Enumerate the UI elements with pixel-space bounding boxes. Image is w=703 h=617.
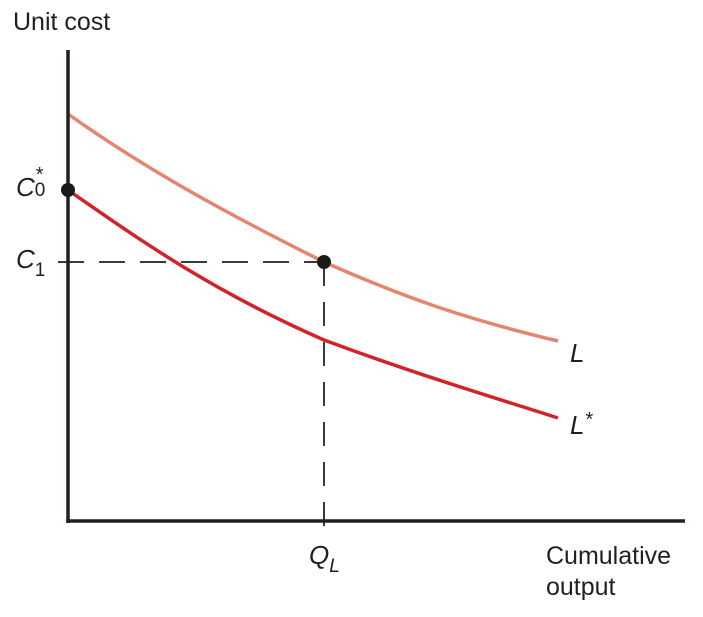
x-axis-label-line2: output [546,573,616,601]
ql-tick-label: QL [309,540,340,577]
curve-l-star-base: L [570,410,585,440]
curve-l-label: L [570,338,585,368]
y-axis-label: Unit cost [13,8,111,36]
c1-base: C [16,244,35,274]
c0-subscript: 0 [34,180,46,201]
curve-l-star-label: L* [570,409,594,441]
ql-c1-marker [317,255,331,269]
c0-superscript: * [35,164,44,186]
c0-base: C [16,172,35,202]
c0-star-marker [61,183,75,197]
c1-tick-label: C1 [16,244,45,281]
x-axis-label-line1: Cumulative [546,542,672,570]
ql-subscript: L [329,556,340,577]
c0-star-tick-label: C * 0 [16,164,51,203]
curve-l-star-superscript: * [585,409,594,431]
ql-base: Q [309,540,330,570]
c1-subscript: 1 [34,260,46,281]
x-axis-label: Cumulative output [546,541,671,603]
curve-l [66,112,559,343]
curve-l-star [67,188,559,420]
